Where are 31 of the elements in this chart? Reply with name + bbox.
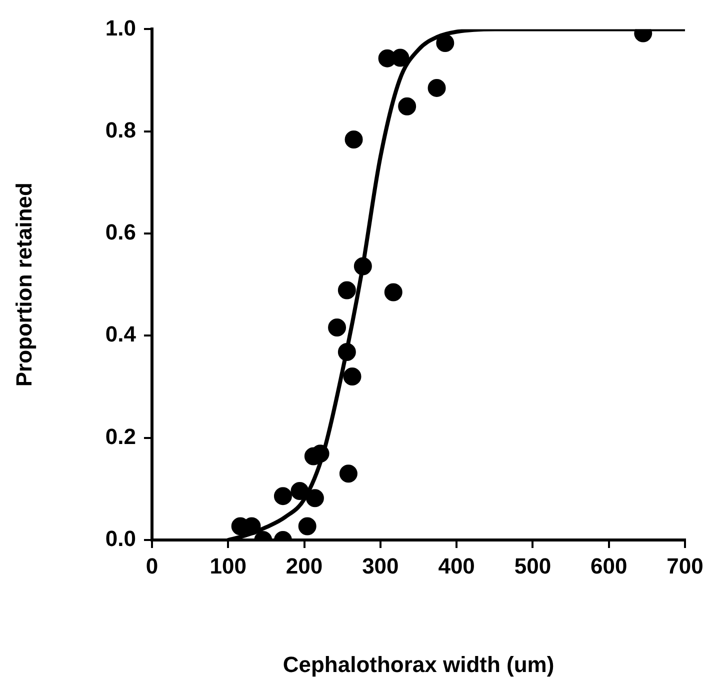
point: [290, 482, 309, 500]
y-tick-label: 0.6: [105, 220, 136, 245]
point: [274, 487, 292, 506]
point: [338, 343, 356, 362]
point: [328, 318, 346, 337]
y-tick-label: 0.4: [105, 322, 137, 347]
point: [428, 78, 446, 97]
x-tick-label: 400: [438, 553, 475, 578]
point: [436, 34, 454, 52]
point: [343, 368, 362, 386]
point: [398, 97, 416, 116]
x-tick-label: 300: [362, 553, 399, 578]
point: [344, 130, 363, 149]
x-tick-label: 600: [590, 553, 628, 578]
point: [338, 281, 356, 300]
point: [354, 257, 372, 276]
y-tick-label: 0.0: [105, 526, 136, 552]
x-tick-label: 100: [210, 553, 246, 578]
point: [298, 517, 316, 536]
x-axis-title: Cephalothorax width (um): [282, 652, 554, 677]
point: [339, 464, 358, 483]
y-tick-label: 0.8: [105, 117, 136, 142]
y-tick-label: 1.0: [105, 15, 136, 40]
y-axis-title: Proportion retained: [11, 182, 36, 387]
x-tick-label: 700: [666, 553, 704, 578]
x-tick-label: 500: [514, 553, 552, 578]
x-tick-label: 200: [286, 553, 323, 578]
x-tick-label: 0: [146, 553, 158, 578]
y-tick-label: 0.2: [105, 424, 136, 449]
point: [384, 283, 402, 302]
point: [306, 489, 324, 508]
